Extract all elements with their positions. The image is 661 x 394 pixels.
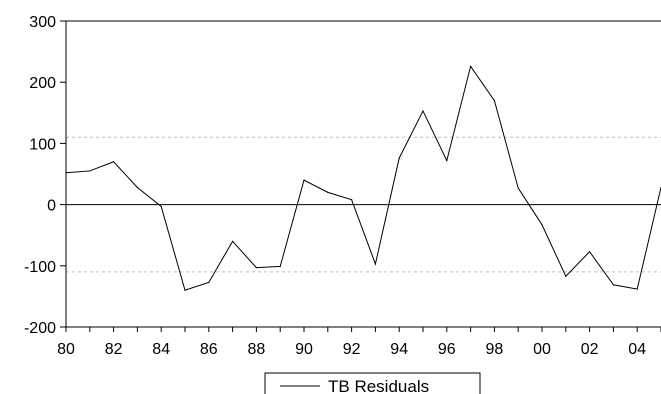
data-point xyxy=(303,179,305,181)
data-point xyxy=(446,159,448,162)
y-axis-ticks: 300 200 100 0 -100 -200 xyxy=(24,14,66,337)
y-tick-label: -200 xyxy=(24,320,56,337)
legend-box xyxy=(264,372,481,394)
legend-label: TB Residuals xyxy=(328,377,429,394)
data-point xyxy=(351,199,353,201)
data-point xyxy=(422,110,424,112)
data-point xyxy=(374,263,376,265)
data-point xyxy=(184,289,186,291)
y-tick-label: 100 xyxy=(29,136,56,153)
y-tick-label: 0 xyxy=(47,198,56,215)
x-tick-label: 94 xyxy=(390,341,408,358)
data-point xyxy=(327,191,329,193)
series-layer xyxy=(65,65,661,291)
data-point xyxy=(493,99,495,102)
x-tick-label: 96 xyxy=(438,341,456,358)
x-tick-label: 02 xyxy=(581,341,599,358)
data-point xyxy=(208,281,210,283)
grid-layer xyxy=(66,136,661,273)
x-tick-label: 98 xyxy=(486,341,504,358)
data-point xyxy=(279,265,281,268)
data-point xyxy=(136,186,138,189)
data-point xyxy=(398,157,400,159)
data-point xyxy=(113,161,115,163)
y-tick-label: 200 xyxy=(29,75,56,92)
data-point xyxy=(89,170,91,172)
data-point xyxy=(160,205,162,208)
x-tick-label: 04 xyxy=(628,341,646,358)
data-point xyxy=(589,251,591,253)
data-point xyxy=(255,267,257,269)
y-tick-label: 300 xyxy=(29,14,56,31)
data-point xyxy=(517,187,519,189)
data-point xyxy=(470,65,472,67)
data-point xyxy=(541,224,543,226)
legend: TB Residuals xyxy=(264,372,481,394)
data-point xyxy=(232,240,234,242)
x-tick-label: 80 xyxy=(57,341,75,358)
x-tick-label: 84 xyxy=(152,341,170,358)
axes-layer xyxy=(65,20,661,328)
series-line-tb-residuals xyxy=(65,65,661,291)
x-tick-label: 86 xyxy=(200,341,218,358)
x-axis-ticks: 80 82 84 86 88 90 92 94 96 98 00 02 04 xyxy=(57,327,661,358)
x-tick-label: 00 xyxy=(533,341,551,358)
x-tick-label: 88 xyxy=(248,341,266,358)
y-tick-label: -100 xyxy=(24,259,56,276)
x-tick-label: 90 xyxy=(295,341,313,358)
data-point xyxy=(636,288,638,290)
data-point xyxy=(565,275,567,277)
x-tick-label: 82 xyxy=(105,341,123,358)
data-point xyxy=(65,172,67,174)
data-point xyxy=(612,284,615,286)
x-tick-label: 92 xyxy=(343,341,361,358)
